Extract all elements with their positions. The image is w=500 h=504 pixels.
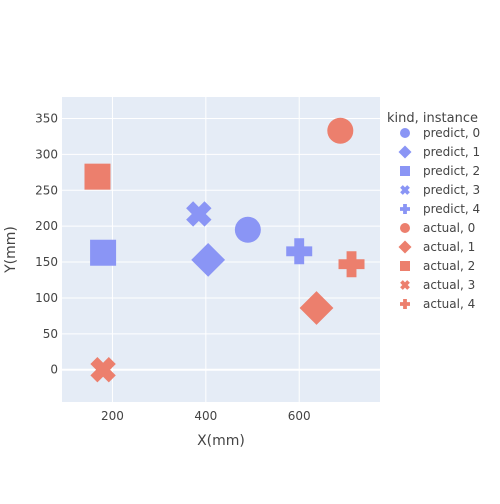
legend-item[interactable]: actual, 0 — [400, 221, 475, 235]
legend-label: predict, 1 — [423, 145, 480, 159]
legend-label: predict, 0 — [423, 126, 480, 140]
legend-label: actual, 4 — [423, 297, 475, 311]
legend-marker — [400, 185, 410, 195]
legend-marker — [398, 240, 412, 254]
marker-actual-2 — [84, 163, 111, 190]
marker-predict-1 — [191, 243, 226, 277]
y-tick-label: 350 — [35, 112, 58, 126]
legend-label: predict, 3 — [423, 183, 480, 197]
legend-label: predict, 4 — [423, 202, 480, 216]
marker-actual-0 — [327, 117, 354, 144]
marker-predict-2 — [90, 239, 117, 266]
marker-predict-0 — [234, 216, 261, 243]
marker-predict-3 — [186, 201, 212, 227]
legend-label: predict, 2 — [423, 164, 480, 178]
legend-label: actual, 1 — [423, 240, 475, 254]
legend-label: actual, 3 — [423, 278, 475, 292]
marker-actual-1 — [299, 291, 334, 325]
marker-actual-3 — [90, 357, 116, 383]
legend-item[interactable]: predict, 0 — [400, 126, 480, 140]
x-axis-title: X(mm) — [197, 433, 245, 449]
y-tick-label: 50 — [43, 327, 58, 341]
legend-marker — [400, 299, 410, 309]
legend-label: actual, 2 — [423, 259, 475, 273]
marker-actual-4 — [338, 251, 365, 278]
y-tick-label: 300 — [35, 147, 58, 161]
data-markers — [84, 117, 365, 383]
y-tick-label: 0 — [50, 363, 58, 377]
x-tick-label: 200 — [101, 409, 124, 423]
legend-label: actual, 0 — [423, 221, 475, 235]
legend-marker — [400, 280, 410, 290]
x-tick-label: 600 — [288, 409, 311, 423]
legend-marker — [400, 128, 410, 138]
tick-labels: 200 400 600 0 50 100 150 200 250 300 350 — [35, 112, 311, 423]
legend-marker — [398, 145, 412, 159]
legend-item[interactable]: actual, 2 — [400, 259, 475, 273]
legend-item[interactable]: predict, 2 — [400, 164, 480, 178]
legend-marker — [400, 261, 410, 271]
legend-item[interactable]: predict, 3 — [398, 183, 480, 197]
legend-item[interactable]: predict, 4 — [400, 202, 480, 216]
marker-predict-4 — [286, 238, 313, 265]
legend-items[interactable]: predict, 0 predict, 1 predict, 2 predict, 3… — [398, 126, 480, 311]
y-tick-label: 150 — [35, 255, 58, 269]
y-tick-label: 250 — [35, 183, 58, 197]
legend-item[interactable]: actual, 3 — [398, 278, 475, 292]
y-tick-label: 200 — [35, 219, 58, 233]
legend-marker — [400, 166, 410, 176]
legend-title: kind, instance — [387, 111, 478, 126]
legend-item[interactable]: predict, 1 — [398, 145, 481, 159]
legend-marker — [400, 223, 410, 233]
legend-item[interactable]: actual, 4 — [400, 297, 475, 311]
y-tick-label: 100 — [35, 291, 58, 305]
legend-marker — [400, 204, 410, 214]
y-axis-title: Y(mm) — [3, 226, 19, 274]
legend-item[interactable]: actual, 1 — [398, 240, 476, 254]
x-tick-label: 400 — [194, 409, 217, 423]
